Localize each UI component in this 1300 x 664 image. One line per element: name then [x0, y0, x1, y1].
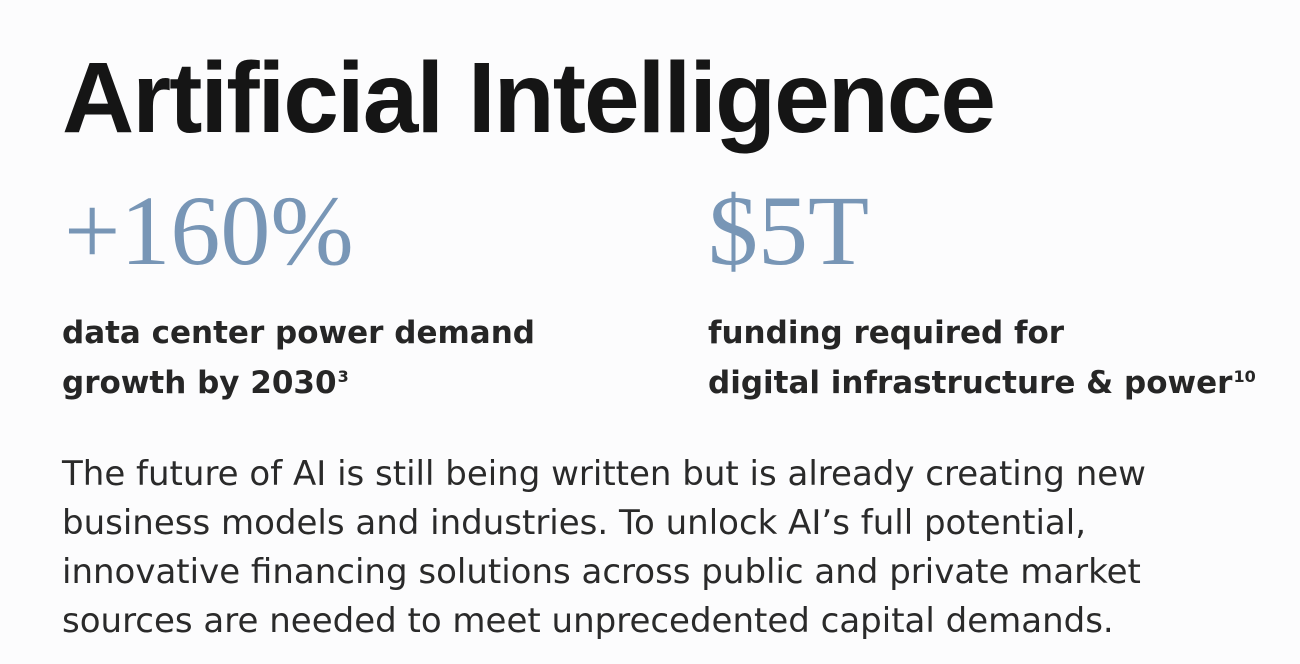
- stat-power-demand-value: +160%: [64, 175, 354, 286]
- stat-funding-value: $5T: [708, 175, 870, 286]
- stat-power-demand-desc-line-1: data center power demand: [62, 315, 535, 351]
- page-title: Artificial Intelligence: [62, 42, 996, 154]
- body-line-3: innovative financing solutions across pu…: [62, 552, 1141, 592]
- footnote-marker: 10: [1233, 366, 1256, 386]
- body-line-1: The future of AI is still being written …: [62, 454, 1146, 494]
- stat-funding-description: funding required for digital infrastruct…: [708, 308, 1256, 408]
- stat-power-demand-description: data center power demand growth by 20303: [62, 308, 535, 408]
- stat-funding-desc-line-2: digital infrastructure & power10: [708, 358, 1256, 408]
- footnote-marker: 3: [337, 366, 349, 386]
- body-paragraph: The future of AI is still being written …: [62, 450, 1262, 646]
- stat-power-demand-desc-text: growth by 2030: [62, 365, 337, 401]
- body-line-4: sources are needed to meet unprecedented…: [62, 601, 1114, 641]
- stat-power-demand-desc-line-2: growth by 20303: [62, 358, 535, 408]
- body-line-2: business models and industries. To unloc…: [62, 503, 1087, 543]
- stat-funding-desc-line-1: funding required for: [708, 315, 1065, 351]
- stat-funding-desc-text: digital infrastructure & power: [708, 365, 1233, 401]
